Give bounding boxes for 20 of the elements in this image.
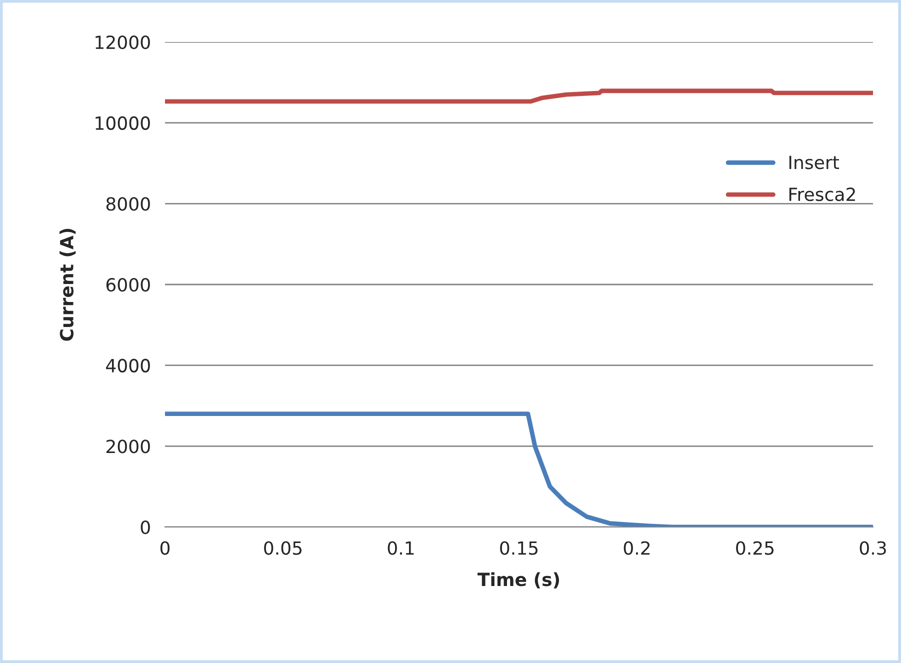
y-tick-label: 0: [140, 520, 150, 534]
y-tick-label: 12000: [96, 35, 150, 50]
x-tick-label: 0.2: [624, 541, 650, 555]
line-series: [165, 88, 873, 104]
y-tick-label: 8000: [106, 197, 150, 211]
x-tick-label: 0.3: [860, 541, 886, 555]
line-series: [165, 412, 873, 527]
x-tick-label: 0: [160, 541, 170, 555]
x-tick-label: 0.1: [388, 541, 414, 555]
legend-label: Insert: [789, 156, 840, 170]
y-axis-title: Current (A): [60, 228, 76, 341]
legend-label: Fresca2: [789, 187, 855, 202]
y-tick-label: 6000: [106, 278, 150, 292]
x-tick-label: 0.25: [736, 541, 774, 555]
y-tick-label: 10000: [96, 116, 150, 130]
y-tick-label: 4000: [106, 358, 150, 372]
x-tick-label: 0.05: [264, 541, 302, 555]
y-tick-label: 2000: [106, 440, 150, 454]
x-axis-title: Time (s): [478, 572, 559, 588]
x-tick-label: 0.15: [500, 541, 538, 555]
